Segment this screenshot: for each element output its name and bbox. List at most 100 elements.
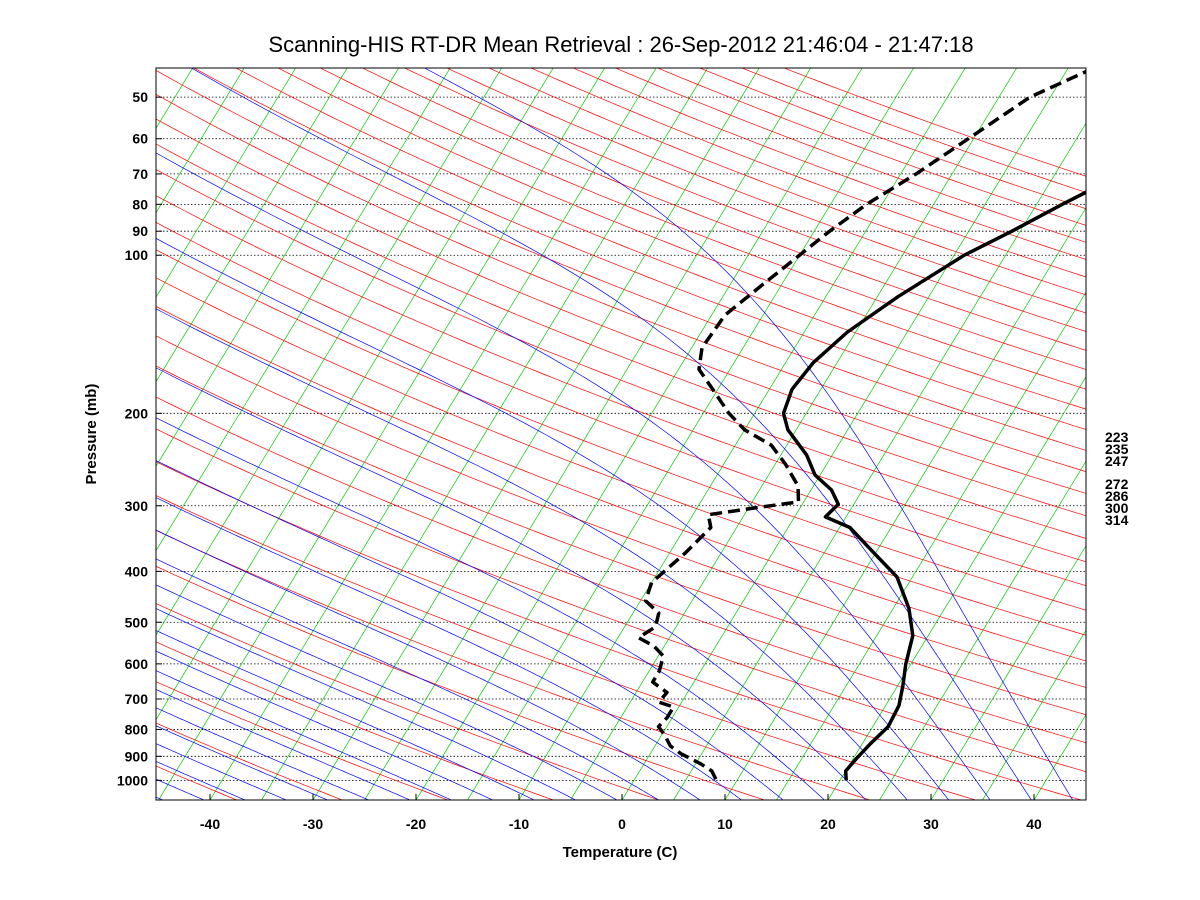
isotherm bbox=[156, 68, 451, 552]
dry-adiabat bbox=[193, 68, 1086, 430]
dry-adiabat bbox=[446, 68, 1086, 314]
isotherm bbox=[209, 68, 657, 800]
right-label: 247 bbox=[1105, 453, 1129, 469]
y-tick-label: 90 bbox=[132, 223, 148, 239]
y-tick-label: 300 bbox=[125, 498, 149, 514]
isotherm bbox=[261, 68, 709, 800]
y-tick-label: 1000 bbox=[117, 772, 148, 788]
x-tick-label: 30 bbox=[923, 816, 939, 832]
moist-adiabat bbox=[156, 707, 370, 800]
right-label: 235 bbox=[1105, 441, 1129, 457]
chart-title: Scanning-HIS RT-DR Mean Retrieval : 26-S… bbox=[268, 32, 973, 57]
x-tick-label: -30 bbox=[303, 816, 323, 832]
dry-adiabat bbox=[156, 306, 1086, 662]
dry-adiabat bbox=[277, 68, 1086, 390]
y-tick-label: 80 bbox=[132, 196, 148, 212]
dry-adiabat bbox=[319, 68, 1086, 370]
moist-adiabat bbox=[156, 237, 950, 800]
moist-adiabat bbox=[156, 650, 494, 800]
dry-adiabat bbox=[698, 68, 1086, 210]
dry-adiabat bbox=[156, 603, 661, 800]
isotherm bbox=[312, 68, 760, 800]
x-axis-label: Temperature (C) bbox=[563, 844, 678, 861]
y-tick-label: 800 bbox=[125, 721, 149, 737]
isotherm bbox=[415, 68, 863, 800]
isotherm bbox=[724, 207, 1086, 800]
y-tick-label: 60 bbox=[132, 131, 148, 147]
moist-adiabat bbox=[156, 689, 411, 800]
isotherm bbox=[827, 376, 1086, 800]
right-label: 223 bbox=[1105, 429, 1129, 445]
dry-adiabat bbox=[156, 335, 1086, 688]
y-axis-label: Pressure (mb) bbox=[83, 384, 100, 485]
moist-adiabat bbox=[156, 630, 535, 800]
dry-adiabat bbox=[156, 396, 1086, 744]
y-tick-label: 500 bbox=[125, 614, 149, 630]
plot-frame bbox=[155, 67, 1087, 801]
dry-adiabat bbox=[530, 68, 1086, 278]
dry-adiabat bbox=[403, 68, 1086, 332]
x-tick-label: -20 bbox=[406, 816, 426, 832]
isotherm bbox=[156, 68, 503, 636]
moist-adiabat bbox=[190, 68, 1032, 800]
isotherm bbox=[364, 68, 812, 800]
dry-adiabat bbox=[156, 641, 555, 800]
right-label: 272 bbox=[1105, 476, 1129, 492]
temperature-profile bbox=[781, 190, 1086, 781]
moist-adiabat bbox=[156, 725, 329, 800]
moist-adiabat bbox=[156, 529, 701, 800]
moist-adiabat bbox=[156, 417, 825, 800]
dry-adiabat bbox=[488, 68, 1086, 296]
y-tick-label: 70 bbox=[132, 166, 148, 182]
isotherm bbox=[156, 68, 400, 467]
dry-adiabat bbox=[156, 143, 1086, 517]
moist-adiabat bbox=[156, 152, 991, 800]
y-axis-ticks: 50 60 70 80 90 100 200 300 400 500 600 700 800 900 100… bbox=[117, 89, 162, 788]
profile-lines bbox=[636, 69, 1086, 782]
dry-adiabat bbox=[156, 428, 1086, 773]
isotherm bbox=[158, 68, 606, 800]
dry-adiabat bbox=[156, 461, 1083, 800]
moist-adiabat bbox=[156, 558, 660, 800]
dry-adiabat bbox=[156, 221, 1086, 587]
pressure-gridlines bbox=[156, 96, 1086, 781]
x-axis-ticks: -40 -30 -20 -10 0 10 20 30 40 bbox=[200, 794, 1042, 832]
thermo-background-lines bbox=[156, 68, 1086, 800]
y-tick-label: 50 bbox=[132, 89, 148, 105]
dry-adiabat bbox=[235, 68, 1086, 410]
dry-adiabat bbox=[741, 68, 1086, 193]
isotherm bbox=[156, 68, 554, 721]
x-tick-label: 10 bbox=[717, 816, 733, 832]
moist-adiabat bbox=[156, 760, 246, 800]
isotherm bbox=[570, 68, 1018, 800]
dry-adiabat bbox=[156, 529, 872, 800]
dry-adiabat bbox=[156, 69, 1086, 451]
y-tick-label: 400 bbox=[125, 563, 149, 579]
dry-adiabat bbox=[156, 365, 1086, 716]
moist-adiabat bbox=[156, 608, 577, 800]
y-tick-label: 700 bbox=[125, 691, 149, 707]
dry-adiabat bbox=[614, 68, 1086, 243]
right-label: 314 bbox=[1105, 512, 1129, 528]
right-label: 300 bbox=[1105, 500, 1129, 516]
x-tick-label: 0 bbox=[618, 816, 626, 832]
y-tick-label: 900 bbox=[125, 748, 149, 764]
isotherm bbox=[776, 291, 1086, 800]
y-tick-label: 200 bbox=[125, 405, 149, 421]
moist-adiabat bbox=[156, 497, 743, 800]
isotherm bbox=[673, 122, 1086, 800]
x-tick-label: 20 bbox=[820, 816, 836, 832]
dry-adiabat bbox=[156, 495, 977, 800]
moist-adiabat bbox=[156, 743, 288, 800]
dry-adiabat bbox=[361, 68, 1086, 351]
moist-adiabat bbox=[156, 670, 453, 800]
dry-adiabat bbox=[156, 277, 1086, 636]
isotherm bbox=[156, 68, 348, 383]
dry-adiabat bbox=[783, 68, 1086, 177]
x-tick-label: -10 bbox=[509, 816, 529, 832]
x-tick-label: -40 bbox=[200, 816, 220, 832]
isotherm bbox=[156, 68, 297, 298]
dry-adiabat bbox=[656, 68, 1086, 226]
